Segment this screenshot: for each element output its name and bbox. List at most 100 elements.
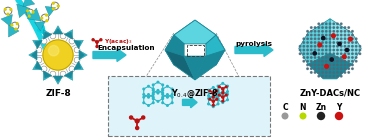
Circle shape — [130, 116, 133, 119]
Text: Encapsulation: Encapsulation — [97, 45, 155, 51]
Circle shape — [329, 68, 331, 69]
Circle shape — [46, 20, 48, 22]
Circle shape — [303, 46, 305, 47]
Circle shape — [318, 42, 319, 43]
Circle shape — [171, 88, 173, 90]
Circle shape — [307, 49, 308, 51]
Circle shape — [322, 60, 323, 62]
Circle shape — [337, 68, 338, 69]
Circle shape — [325, 60, 327, 62]
Polygon shape — [299, 19, 330, 64]
Circle shape — [311, 34, 312, 36]
Circle shape — [162, 96, 163, 98]
Circle shape — [311, 57, 312, 58]
Text: Zn: Zn — [315, 104, 327, 112]
Circle shape — [322, 64, 323, 66]
Polygon shape — [28, 8, 41, 21]
Circle shape — [355, 49, 357, 51]
Circle shape — [325, 49, 327, 51]
Circle shape — [344, 53, 346, 55]
Circle shape — [311, 27, 312, 28]
Circle shape — [318, 112, 324, 120]
Circle shape — [344, 68, 346, 69]
Circle shape — [162, 92, 164, 94]
Circle shape — [314, 27, 316, 28]
Circle shape — [167, 94, 168, 95]
Circle shape — [311, 49, 312, 51]
Circle shape — [96, 41, 98, 43]
Circle shape — [225, 94, 227, 96]
Circle shape — [217, 91, 219, 92]
Circle shape — [227, 99, 228, 101]
Circle shape — [322, 38, 323, 39]
Circle shape — [11, 24, 13, 26]
Circle shape — [212, 92, 214, 94]
Circle shape — [352, 42, 353, 43]
Circle shape — [96, 46, 98, 47]
Circle shape — [325, 38, 327, 39]
Circle shape — [348, 49, 349, 51]
Circle shape — [92, 39, 94, 41]
Circle shape — [332, 34, 335, 38]
Circle shape — [311, 53, 312, 55]
Circle shape — [50, 71, 56, 77]
Circle shape — [318, 57, 319, 58]
Circle shape — [344, 42, 346, 43]
Circle shape — [333, 46, 335, 47]
Circle shape — [344, 34, 346, 36]
Circle shape — [325, 72, 327, 73]
Circle shape — [32, 11, 34, 13]
Circle shape — [60, 33, 66, 39]
Circle shape — [352, 60, 353, 62]
Circle shape — [318, 53, 319, 55]
Circle shape — [307, 46, 308, 47]
Circle shape — [311, 42, 312, 43]
Circle shape — [348, 34, 349, 36]
Circle shape — [148, 96, 149, 98]
Circle shape — [143, 88, 144, 90]
Circle shape — [342, 55, 346, 59]
Circle shape — [148, 105, 149, 106]
Circle shape — [337, 49, 338, 51]
Polygon shape — [23, 0, 35, 7]
Circle shape — [41, 66, 47, 72]
Circle shape — [5, 8, 6, 10]
Polygon shape — [35, 40, 42, 49]
Circle shape — [303, 57, 305, 58]
Circle shape — [333, 38, 335, 39]
Circle shape — [212, 95, 214, 96]
Circle shape — [341, 72, 342, 73]
Circle shape — [307, 57, 308, 58]
Circle shape — [344, 64, 346, 66]
Circle shape — [212, 100, 214, 102]
Polygon shape — [45, 6, 56, 16]
Circle shape — [50, 33, 56, 39]
Circle shape — [318, 27, 319, 28]
Circle shape — [157, 81, 159, 83]
Circle shape — [152, 88, 154, 90]
Circle shape — [325, 64, 327, 66]
Circle shape — [171, 94, 173, 95]
Circle shape — [217, 103, 219, 105]
Polygon shape — [53, 26, 63, 34]
Circle shape — [227, 85, 228, 87]
Circle shape — [148, 85, 149, 87]
Circle shape — [314, 68, 316, 69]
Circle shape — [348, 30, 349, 32]
Circle shape — [341, 30, 342, 32]
Circle shape — [162, 102, 163, 104]
Circle shape — [152, 90, 154, 91]
Circle shape — [355, 57, 357, 58]
Circle shape — [222, 91, 223, 92]
Circle shape — [325, 30, 327, 32]
Circle shape — [337, 53, 338, 55]
Circle shape — [333, 42, 335, 43]
FancyBboxPatch shape — [108, 76, 270, 136]
Circle shape — [344, 57, 346, 58]
Circle shape — [348, 68, 349, 69]
Circle shape — [157, 90, 159, 91]
Circle shape — [48, 45, 59, 56]
Circle shape — [314, 30, 316, 32]
Circle shape — [333, 64, 335, 66]
Circle shape — [212, 104, 214, 106]
